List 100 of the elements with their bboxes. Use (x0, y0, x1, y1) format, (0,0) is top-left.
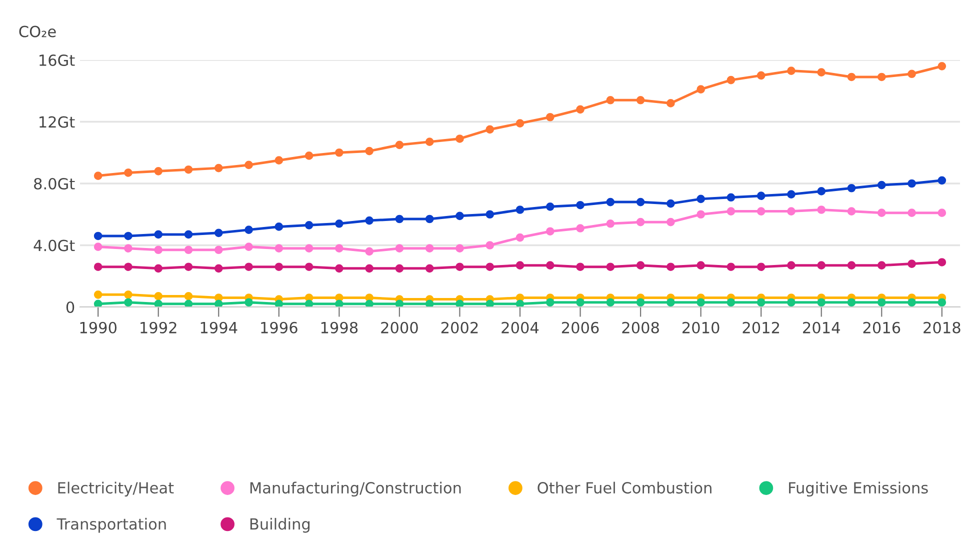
point (908, 179, 916, 188)
point (94, 300, 102, 307)
point (576, 224, 584, 232)
point (425, 214, 434, 224)
point (606, 262, 615, 272)
point (395, 214, 404, 224)
point (696, 298, 705, 307)
point (184, 300, 193, 307)
point (516, 300, 524, 307)
point (606, 96, 615, 104)
point (726, 298, 736, 307)
point (787, 66, 796, 75)
point (696, 261, 705, 270)
point (696, 85, 705, 94)
point (486, 241, 494, 250)
point (124, 290, 132, 299)
point (576, 298, 584, 307)
point (184, 165, 193, 174)
point (244, 226, 253, 234)
point (154, 300, 163, 307)
point (214, 264, 223, 273)
point (908, 70, 916, 78)
point (696, 210, 705, 219)
point (576, 200, 584, 210)
point (606, 198, 615, 206)
point (787, 190, 796, 198)
point (516, 206, 524, 214)
x-tick-label: 1992 (140, 322, 176, 334)
point (847, 72, 856, 82)
legend-label: Manufacturing/Construction (250, 482, 461, 497)
y-tick-label: 16Gt (40, 54, 75, 66)
point (335, 219, 344, 228)
point (877, 208, 886, 217)
point (365, 247, 374, 256)
point (214, 228, 223, 238)
point (726, 193, 736, 202)
point (546, 227, 554, 236)
point (244, 298, 253, 307)
point (425, 300, 434, 307)
point (486, 262, 494, 272)
point (636, 96, 645, 104)
point (877, 298, 886, 307)
legend-label: Fugitive Emissions (789, 482, 928, 497)
point (847, 184, 856, 192)
point (877, 261, 886, 270)
point (546, 261, 554, 270)
x-tick-label: 1996 (261, 322, 298, 334)
point (576, 262, 584, 272)
point (666, 262, 675, 272)
point (938, 176, 946, 185)
point (274, 222, 284, 231)
x-tick-label: 2012 (742, 322, 780, 334)
point (636, 261, 645, 270)
point (516, 119, 524, 128)
x-tick-label: 2006 (562, 322, 599, 334)
point (696, 194, 705, 204)
point (124, 168, 132, 177)
point (756, 262, 766, 272)
point (938, 258, 946, 266)
legend-label: Electricity/Heat (58, 482, 174, 497)
point (184, 262, 193, 272)
point (546, 298, 554, 307)
point (94, 172, 102, 180)
point (456, 212, 464, 220)
x-tick-label: 2002 (441, 322, 478, 334)
point (154, 264, 163, 273)
point (636, 218, 645, 226)
point (877, 72, 886, 82)
point (576, 105, 584, 114)
point (938, 208, 946, 217)
point (787, 207, 796, 216)
y-tick-label: 0 (66, 301, 74, 314)
point (666, 99, 675, 108)
legend-label: Other Fuel Combustion (538, 482, 712, 494)
point (94, 242, 102, 251)
point (516, 261, 524, 270)
point (817, 206, 826, 214)
point (244, 262, 253, 272)
point (756, 71, 766, 80)
point (486, 210, 494, 219)
point (274, 262, 284, 272)
point (214, 300, 223, 307)
point (908, 260, 916, 268)
point (546, 112, 554, 122)
point (304, 221, 314, 230)
point (726, 262, 736, 272)
point (486, 300, 494, 307)
point (756, 298, 766, 307)
point (395, 244, 404, 253)
x-tick-label: 1998 (321, 322, 358, 334)
point (425, 138, 434, 146)
point (666, 218, 675, 226)
point (335, 264, 344, 273)
point (274, 300, 284, 307)
point (335, 300, 344, 307)
y-tick-label: 8.0Gt (34, 178, 75, 190)
point (817, 187, 826, 196)
x-tick-label: 2016 (863, 322, 900, 334)
x-tick-label: 1994 (200, 322, 238, 334)
point (666, 298, 675, 307)
